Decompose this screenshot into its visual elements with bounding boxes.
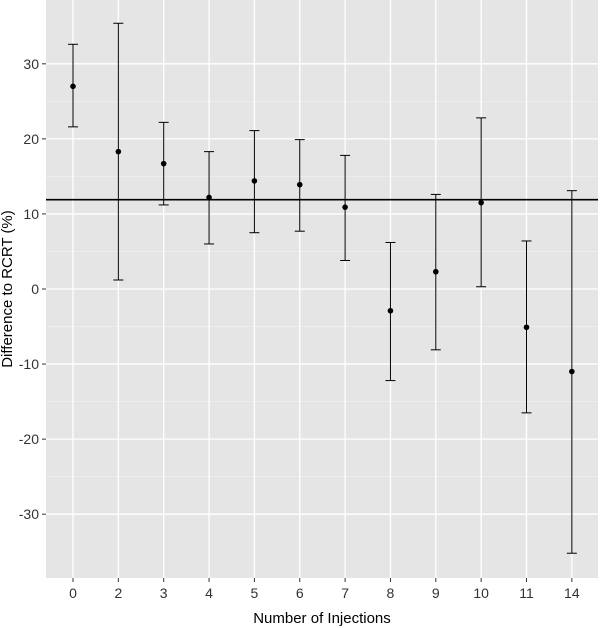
x-tick-label: 11 (519, 585, 534, 601)
data-point-10 (478, 199, 484, 206)
minor-gridlines (46, 100, 598, 478)
data-point-9 (433, 268, 439, 275)
x-tick-label: 10 (473, 585, 489, 601)
y-tick-label: -10 (19, 356, 39, 372)
data-point-0 (70, 83, 76, 90)
x-tick-label: 6 (296, 585, 304, 601)
x-tick-label: 0 (69, 585, 77, 601)
x-tick-label: 2 (114, 585, 122, 601)
x-tick-label: 9 (432, 585, 440, 601)
y-tick-label: 30 (23, 56, 39, 72)
y-tick-label: -20 (19, 431, 39, 447)
data-points (70, 83, 575, 375)
data-point-11 (523, 324, 530, 331)
x-axis: 0 2 3 4 5 6 7 8 9 10 11 14 (69, 578, 580, 601)
y-tick-label: -30 (19, 506, 39, 522)
x-tick-label: 5 (251, 585, 259, 601)
data-point-7 (342, 204, 348, 210)
y-tick-label: 20 (23, 131, 39, 147)
data-point-8 (387, 307, 394, 314)
data-point-4 (206, 194, 212, 201)
data-point-2 (115, 148, 122, 155)
y-axis: -30 -20 -10 0 10 20 30 (19, 56, 46, 522)
x-axis-title: Number of Injections (253, 610, 391, 627)
x-tick-label: 3 (160, 585, 168, 601)
y-tick-label: 0 (31, 281, 39, 297)
x-tick-label: 4 (205, 585, 213, 601)
y-axis-title: Difference to RCRT (%) (0, 210, 16, 368)
data-point-14 (569, 368, 575, 375)
y-tick-label: 10 (23, 206, 39, 222)
data-point-5 (251, 178, 258, 184)
x-tick-label: 8 (387, 585, 395, 601)
x-tick-label: 14 (564, 585, 580, 601)
data-point-3 (160, 160, 167, 167)
data-point-6 (296, 181, 303, 188)
x-tick-label: 7 (341, 585, 349, 601)
